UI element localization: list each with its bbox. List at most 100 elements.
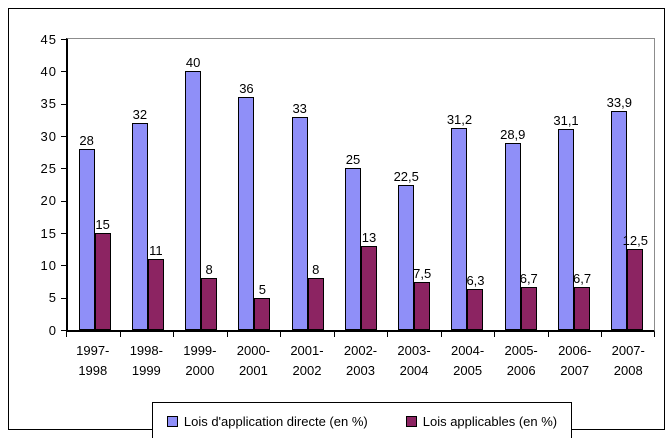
bar-value-label: 40 xyxy=(185,55,201,71)
x-axis-tick-mark xyxy=(66,332,67,337)
y-axis-tick-label: 35 xyxy=(40,96,57,112)
bar-series-2: 8 xyxy=(307,263,324,330)
x-axis-tick-mark xyxy=(601,332,602,337)
x-axis-category-label: 1998- 1999 xyxy=(129,343,163,378)
bar-value-label: 28 xyxy=(79,132,94,148)
x-axis-category-label: 2007- 2008 xyxy=(611,343,645,378)
y-axis-tick-label: 20 xyxy=(40,193,57,209)
bar-series-2: 7,5 xyxy=(413,267,431,330)
y-axis-tick-label: 15 xyxy=(40,225,57,241)
x-axis-tick-mark xyxy=(654,332,655,337)
x-axis-tick-mark xyxy=(441,332,442,337)
bar-value-label: 31,1 xyxy=(553,112,579,128)
bar-series-1: 31,1 xyxy=(553,114,579,330)
y-axis-tick-mark xyxy=(61,201,66,202)
x-axis-tick-mark xyxy=(227,332,228,337)
x-axis-tick-mark xyxy=(120,332,121,337)
category-group: 28 15 xyxy=(68,39,121,330)
bar-series-2: 11 xyxy=(147,244,164,330)
bar-value-label: 28,9 xyxy=(500,127,526,143)
y-axis-tick-label: 45 xyxy=(40,31,57,47)
bar-value-label: 5 xyxy=(258,281,267,297)
x-axis-tick-mark xyxy=(494,332,495,337)
bar-value-label: 13 xyxy=(361,229,377,245)
y-axis-tick-label: 40 xyxy=(40,63,57,79)
y-axis-tick-mark xyxy=(61,233,66,234)
bar-series-1: 31,2 xyxy=(447,113,472,330)
bar-series-1: 33,9 xyxy=(607,96,632,330)
x-axis-category-label: 2006- 2007 xyxy=(558,343,592,378)
x-axis-category-label: 2005- 2006 xyxy=(504,343,538,378)
bar-series-1: 33 xyxy=(291,102,308,330)
x-axis-category-label: 2000- 2001 xyxy=(236,343,271,378)
y-axis-tick-mark xyxy=(61,71,66,72)
bar-series-1: 22,5 xyxy=(394,170,419,330)
x-axis-category-label: 2002- 2003 xyxy=(343,343,378,378)
x-axis-category-label: 2004- 2005 xyxy=(450,343,485,378)
legend-item-series-2: Lois applicables (en %) xyxy=(405,413,558,429)
x-axis-tick-mark xyxy=(387,332,388,337)
bar-series-1: 40 xyxy=(185,56,202,330)
bars-row: 28 15 32 11 40 8 36 5 33 8 25 13 22,5 7,5 31,2 6,3 28,9 6… xyxy=(68,39,654,330)
legend-item-series-1: Lois d'application directe (en %) xyxy=(166,413,368,429)
legend-swatch-icon xyxy=(166,415,178,427)
bar-value-label: 8 xyxy=(312,262,320,278)
bar-series-1: 32 xyxy=(131,108,148,330)
y-axis-tick-mark xyxy=(61,168,66,169)
legend-label: Lois d'application directe (en %) xyxy=(183,413,368,429)
chart-frame: 0 5 10 15 20 25 30 35 40 45 28 15 32 11 40 8 36 5 33 8 25 13… xyxy=(8,8,665,438)
bar-series-2: 6,3 xyxy=(466,274,485,330)
category-group: 36 5 xyxy=(228,39,281,330)
bar-value-label: 36 xyxy=(239,81,254,97)
category-group: 32 11 xyxy=(121,39,174,330)
legend-swatch-icon xyxy=(405,415,417,427)
bar-value-label: 11 xyxy=(149,242,163,258)
bar-series-1: 25 xyxy=(344,153,361,330)
bar-series-1: 28,9 xyxy=(500,128,525,330)
category-group: 33 8 xyxy=(281,39,334,330)
bar-series-2: 8 xyxy=(201,263,218,330)
y-axis-tick-mark xyxy=(61,265,66,266)
x-axis-tick-mark xyxy=(173,332,174,337)
y-axis-tick-label: 0 xyxy=(48,322,57,338)
y-axis-tick-label: 30 xyxy=(40,128,57,144)
y-axis-tick-mark xyxy=(61,330,66,331)
bar-value-label: 15 xyxy=(95,217,110,233)
x-axis: 1997- 1998 1998- 1999 1999- 2000 2000- 2001… xyxy=(66,341,655,381)
x-axis-category-label: 2001- 2002 xyxy=(290,343,324,378)
x-axis-tick-mark xyxy=(280,332,281,337)
legend: Lois d'application directe (en %) Lois ap… xyxy=(152,402,572,438)
y-axis: 0 5 10 15 20 25 30 35 40 45 xyxy=(9,9,57,438)
bar-value-label: 6,3 xyxy=(466,273,485,289)
y-axis-tick-mark xyxy=(61,298,66,299)
bar-series-2: 6,7 xyxy=(573,272,591,330)
bar-value-label: 31,2 xyxy=(446,112,473,128)
x-axis-tick-mark xyxy=(548,332,549,337)
category-group: 33,9 12,5 xyxy=(601,39,654,330)
category-group: 25 13 xyxy=(334,39,387,330)
category-group: 31,2 6,3 xyxy=(441,39,494,330)
y-axis-tick-label: 25 xyxy=(40,160,57,176)
legend-label: Lois applicables (en %) xyxy=(422,413,558,429)
category-group: 22,5 7,5 xyxy=(388,39,441,330)
bar-series-2: 5 xyxy=(254,283,271,330)
x-axis-tick-mark xyxy=(334,332,335,337)
bar-value-label: 6,7 xyxy=(519,270,538,286)
y-axis-tick-mark xyxy=(61,136,66,137)
bar-series-2: 15 xyxy=(94,218,111,330)
category-group: 28,9 6,7 xyxy=(494,39,547,330)
bar-value-label: 8 xyxy=(205,262,213,278)
bar-series-2: 13 xyxy=(360,231,377,330)
x-axis-category-label: 1999- 2000 xyxy=(183,343,217,378)
y-axis-tick-mark xyxy=(61,104,66,105)
y-axis-tick-label: 5 xyxy=(48,290,57,306)
bar-value-label: 32 xyxy=(132,107,148,123)
bar-series-1: 28 xyxy=(78,134,95,330)
bar-value-label: 7,5 xyxy=(413,265,432,281)
bar-value-label: 12,5 xyxy=(622,233,648,249)
bar-value-label: 33,9 xyxy=(606,94,632,110)
y-axis-tick-mark xyxy=(61,39,66,40)
bar-value-label: 25 xyxy=(345,152,361,168)
x-axis-category-label: 1997- 1998 xyxy=(76,343,110,378)
